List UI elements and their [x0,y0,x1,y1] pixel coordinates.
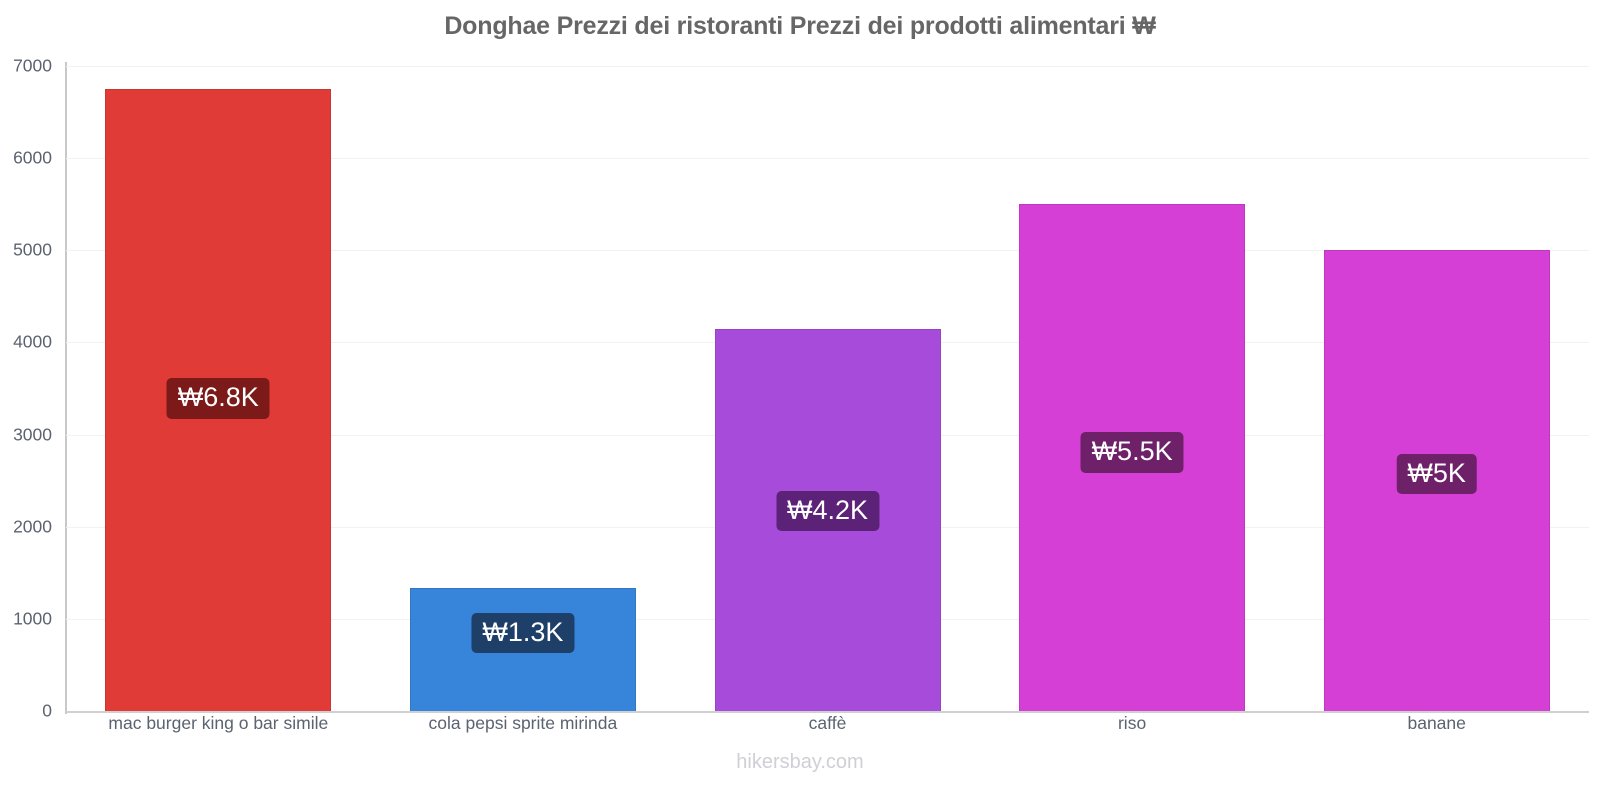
y-axis-line [65,62,67,714]
axis-baseline [66,711,1589,713]
bar[interactable]: ₩5.5K [1019,204,1246,711]
y-tick-label: 5000 [13,239,52,260]
bar[interactable]: ₩5K [1323,250,1550,711]
x-tick-label: riso [1117,713,1147,733]
y-tick-label: 4000 [13,331,52,352]
bar-value-label: ₩5.5K [1080,432,1184,473]
y-tick-label: 7000 [13,55,52,76]
x-tick-label: cola pepsi sprite mirinda [428,713,618,733]
gridline [66,66,1589,67]
plot-area: ₩6.8K ₩1.3K ₩4.2K ₩5.5K ₩5K [66,66,1589,713]
x-tick-label: mac burger king o bar simile [108,713,329,733]
bar[interactable]: ₩6.8K [105,89,332,711]
x-tick-label: banane [1407,713,1466,733]
bar-value-label: ₩1.3K [471,612,575,654]
y-tick-label: 3000 [13,424,52,445]
footer-credit: hikersbay.com [736,751,864,773]
y-tick-label: 1000 [13,608,52,629]
y-tick-label: 0 [42,700,52,721]
bar-value-label: ₩6.8K [166,378,270,419]
bar[interactable]: ₩4.2K [714,328,941,711]
y-tick-label: 2000 [13,516,52,537]
bar[interactable]: ₩1.3K [409,588,636,711]
gridline [66,250,1589,252]
chart-title: Donghae Prezzi dei ristoranti Prezzi dei… [444,12,1156,40]
gridline [66,158,1589,160]
bar-value-label: ₩5K [1396,453,1477,495]
bar-value-label: ₩4.2K [775,490,880,532]
y-tick-label: 6000 [13,147,52,168]
x-tick-label: caffè [808,713,847,733]
